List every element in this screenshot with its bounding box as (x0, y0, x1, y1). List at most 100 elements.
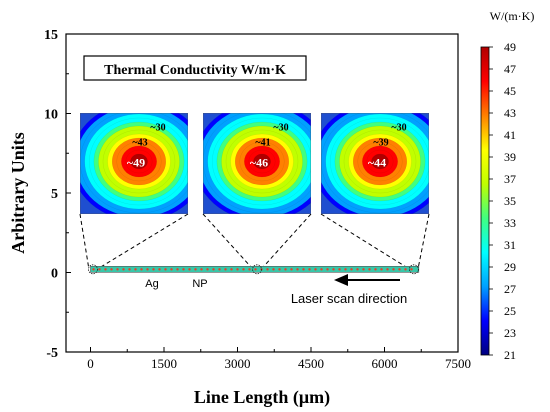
line-dot (410, 268, 413, 271)
line-dot (230, 268, 233, 271)
line-dot (314, 268, 317, 271)
connector-line (96, 213, 189, 270)
line-dot (320, 268, 323, 271)
line-dot (164, 268, 167, 271)
y-tick-label: -5 (46, 346, 58, 361)
line-dot (296, 268, 299, 271)
connector-line (320, 213, 411, 270)
line-dot (374, 268, 377, 271)
hotspot-outer-label: ~30 (391, 123, 406, 134)
hotspot-marker (88, 264, 98, 275)
colorbar-tick-label: 29 (504, 260, 516, 274)
line-dot (194, 268, 197, 271)
colorbar-tick-label: 37 (504, 172, 516, 186)
line-dot (368, 268, 371, 271)
line-label-ag: Ag (145, 278, 158, 290)
line-dot (116, 268, 119, 271)
x-tick-label: 3000 (225, 356, 251, 371)
line-dot (290, 268, 293, 271)
x-tick-label: 0 (87, 356, 94, 371)
heat-contour (253, 153, 271, 170)
line-dot (218, 268, 221, 271)
line-dot (182, 268, 185, 271)
line-dot (122, 268, 125, 271)
line-dot (158, 268, 161, 271)
line-dot (404, 268, 407, 271)
colorbar (480, 46, 490, 356)
line-dot (254, 268, 257, 271)
colorbar-tick-label: 35 (504, 194, 516, 208)
y-tick-label: 10 (44, 108, 58, 123)
line-dot (392, 268, 395, 271)
line-dot (212, 268, 215, 271)
x-tick-label: 1500 (151, 356, 177, 371)
ag-np-line (88, 264, 420, 275)
line-dot (350, 268, 353, 271)
colorbar-tick-label: 49 (504, 40, 516, 54)
y-axis-ticks: -5 0 5 10 15 (44, 28, 71, 361)
y-tick-label: 15 (44, 28, 58, 43)
heat-contour (371, 153, 389, 170)
hotspot-inner-label: ~39 (373, 138, 388, 149)
line-dot (344, 268, 347, 271)
y-tick-label: 5 (51, 187, 58, 202)
x-tick-label: 4500 (298, 356, 324, 371)
line-dot (380, 268, 383, 271)
hotspot-center-label: ~44 (368, 156, 386, 170)
colorbar-tick-label: 39 (504, 150, 516, 164)
connector-line (417, 213, 430, 270)
heatmap-inset (321, 113, 429, 214)
hotspot-outer-label: ~30 (273, 123, 288, 134)
hotspot-outer-label: ~30 (150, 123, 165, 134)
line-dot (110, 268, 113, 271)
line-dot (284, 268, 287, 271)
line-dot (134, 268, 137, 271)
line-dot (326, 268, 329, 271)
x-axis-ticks: 0 1500 3000 4500 6000 7500 (87, 347, 471, 371)
connector-line (79, 213, 90, 270)
zoom-connectors (79, 213, 430, 270)
connector-line (260, 213, 312, 270)
colorbar-tick-label: 25 (504, 304, 516, 318)
line-dot (104, 268, 107, 271)
line-dot (128, 268, 131, 271)
line-dot (98, 268, 101, 271)
colorbar-tick-label: 27 (504, 282, 516, 296)
x-tick-label: 6000 (372, 356, 398, 371)
connector-line (202, 213, 254, 270)
line-dot (152, 268, 155, 271)
colorbar-tick-label: 31 (504, 238, 516, 252)
line-dot (308, 268, 311, 271)
line-dot (398, 268, 401, 271)
hotspot-center-label: ~46 (250, 156, 268, 170)
line-dot (176, 268, 179, 271)
line-dot (224, 268, 227, 271)
line-dot (242, 268, 245, 271)
colorbar-ticks: 49 47 45 43 41 39 37 35 33 31 29 27 25 23 21 (489, 40, 516, 362)
hotspot-marker (408, 264, 419, 275)
hotspot-inner-label: ~43 (132, 138, 147, 149)
colorbar-tick-label: 33 (504, 216, 516, 230)
line-dot (302, 268, 305, 271)
colorbar-tick-label: 45 (504, 84, 516, 98)
thermal-conductivity-label: Thermal Conductivity W/m·K (104, 63, 286, 78)
colorbar-tick-label: 21 (504, 348, 516, 362)
colorbar-tick-label: 23 (504, 326, 516, 340)
hotspot-center-label: ~49 (127, 156, 145, 170)
line-label-np: NP (192, 278, 207, 290)
x-axis-label: Line Length (μm) (194, 387, 330, 408)
colorbar-tick-label: 41 (504, 128, 516, 142)
x-tick-label: 7500 (445, 356, 471, 371)
line-dot (356, 268, 359, 271)
y-axis-label: Arbitrary Units (8, 132, 28, 253)
y-tick-label: 0 (51, 267, 58, 282)
thermal-conductivity-box: Thermal Conductivity W/m·K (83, 55, 307, 81)
laser-scan-label: Laser scan direction (291, 291, 407, 306)
line-dot (200, 268, 203, 271)
line-dot (248, 268, 251, 271)
heat-contour (130, 153, 148, 170)
heatmap-inset (203, 113, 311, 214)
hotspot-marker (252, 264, 263, 275)
hotspot-inner-label: ~41 (255, 138, 270, 149)
line-dot (236, 268, 239, 271)
